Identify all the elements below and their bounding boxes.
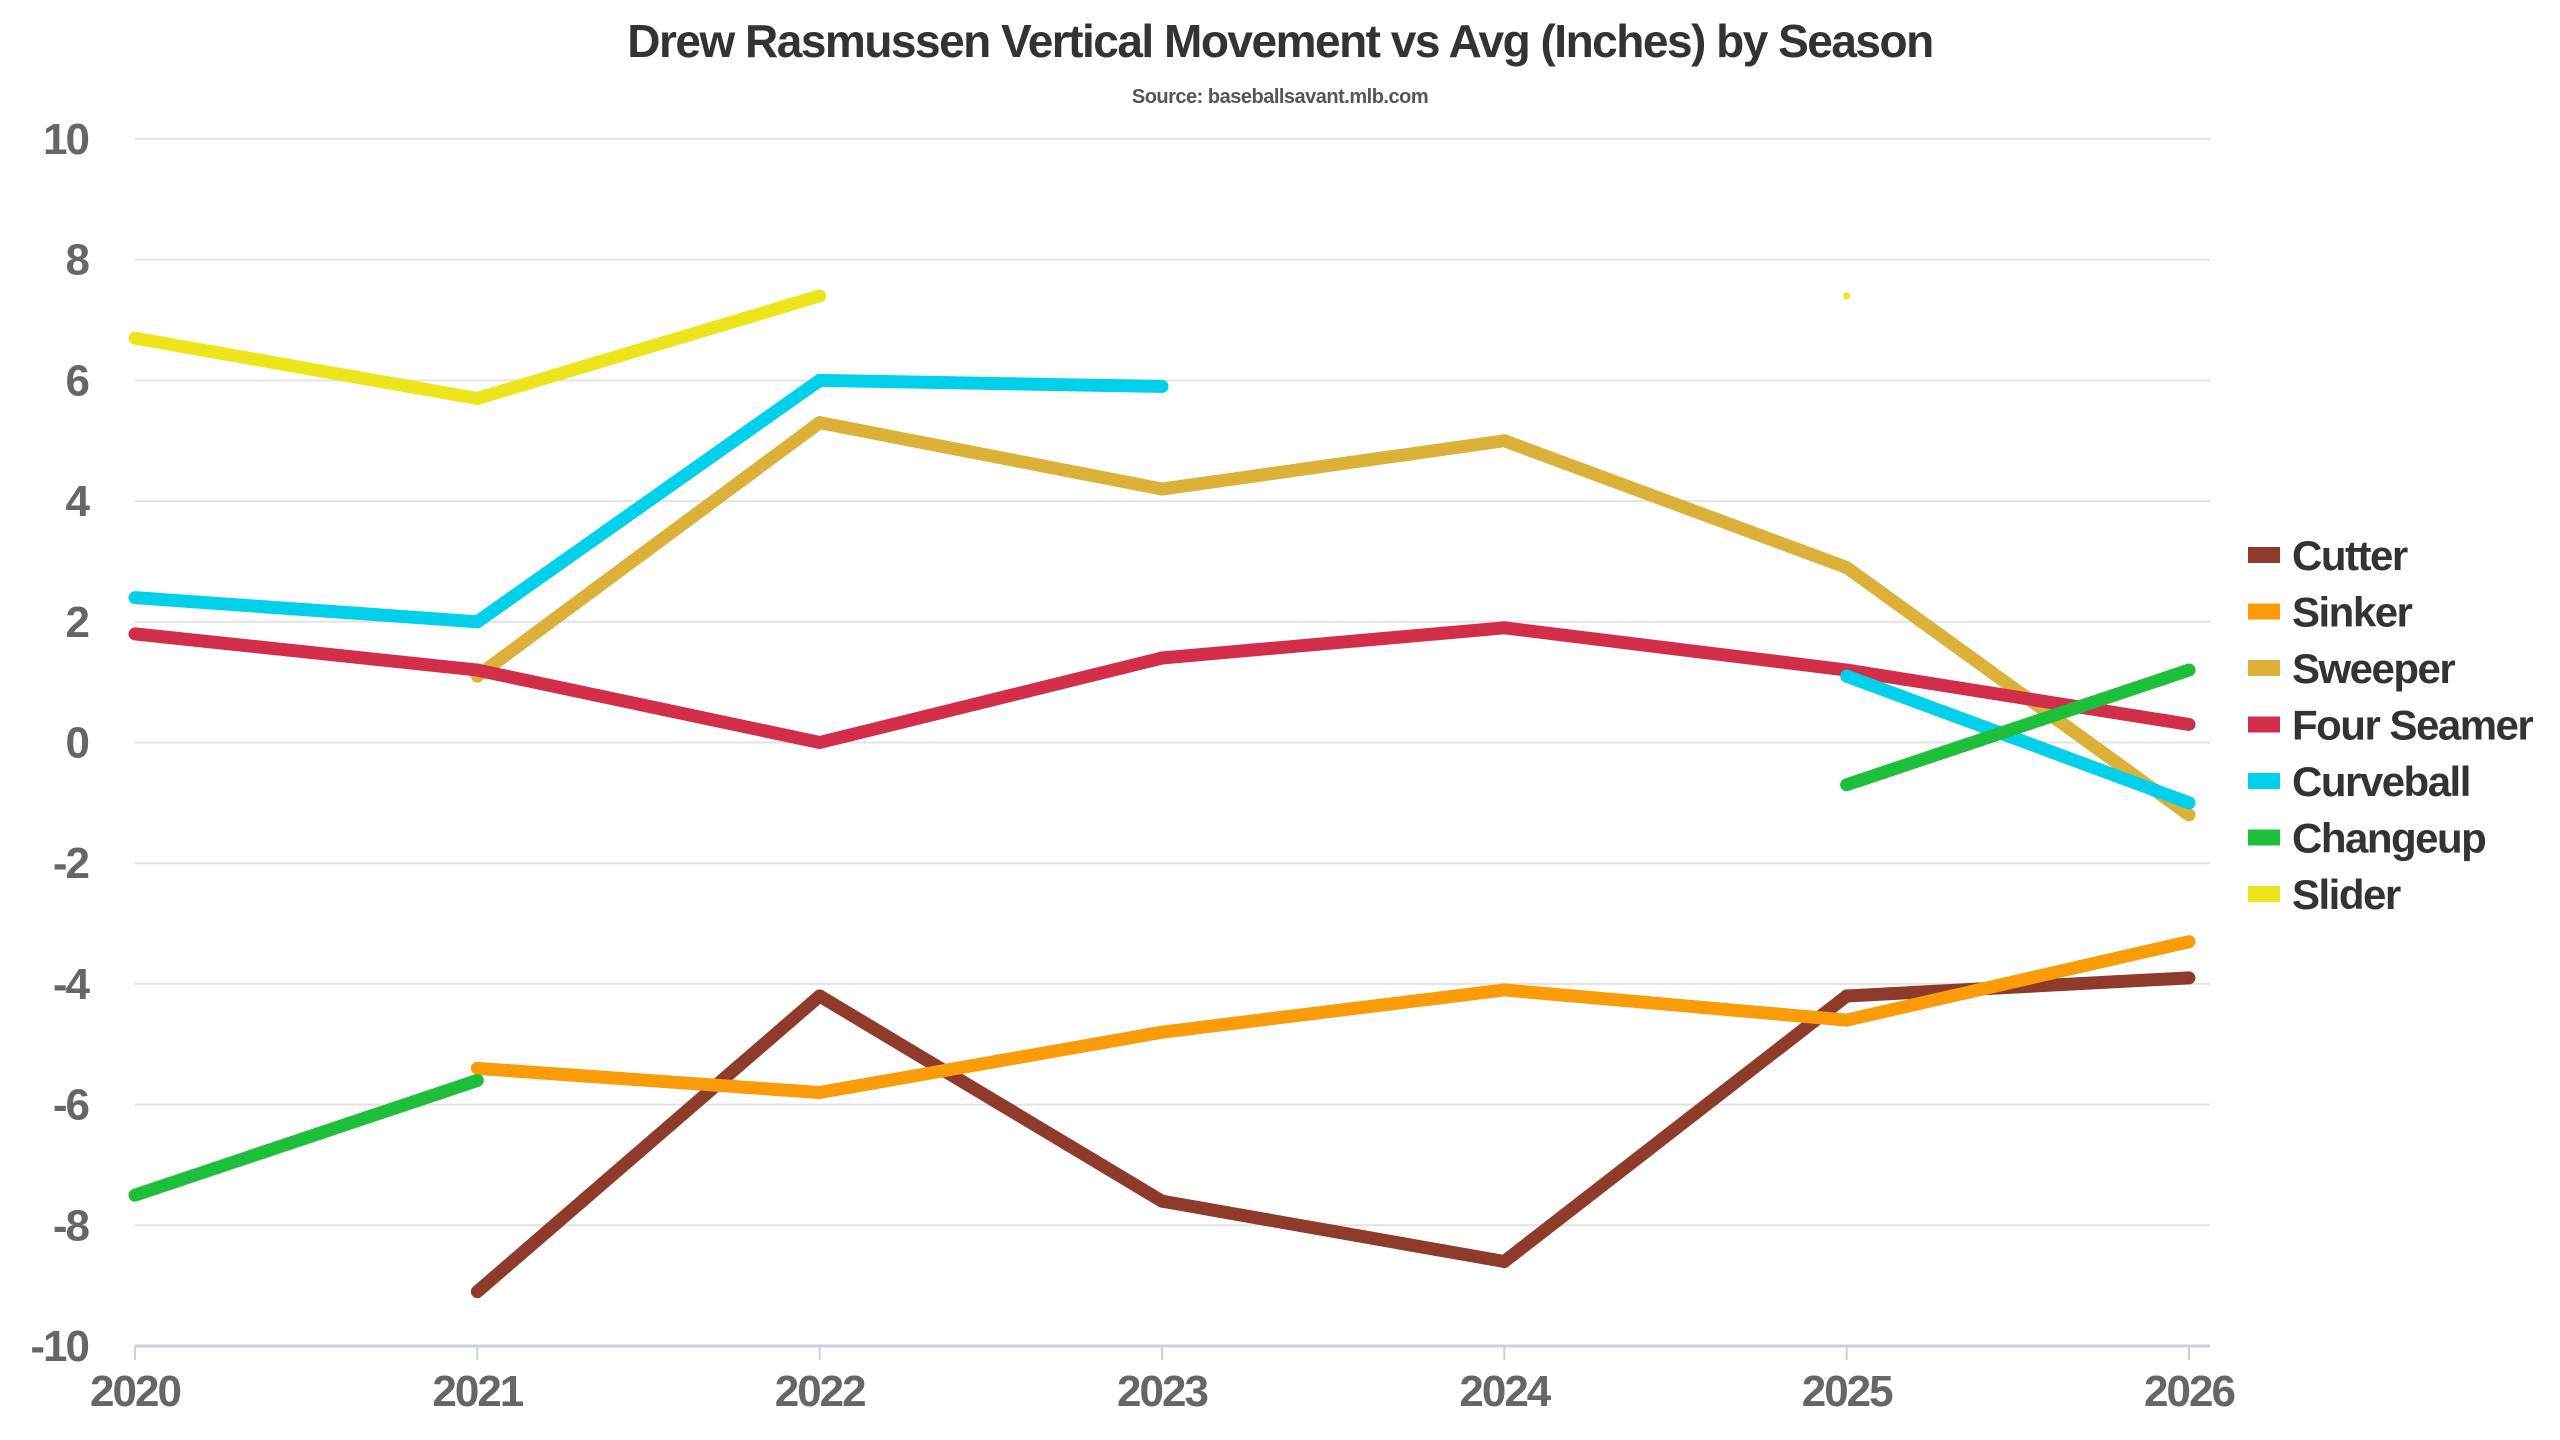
y-tick-label: -4 (53, 960, 91, 1009)
y-tick-label: 10 (43, 115, 88, 164)
y-tick-label: 6 (66, 356, 89, 405)
series-cutter-segment (813, 989, 1169, 1208)
legend-label-cutter: Cutter (2292, 532, 2408, 579)
series-sinker-segment (813, 1025, 1169, 1100)
series-sweeper-segment (1155, 434, 1511, 496)
series-sinker-segment (1155, 983, 1511, 1039)
legend-swatch-slider (2248, 886, 2280, 902)
legend-swatch-changeup (2248, 829, 2280, 846)
x-tick-label: 2021 (432, 1367, 523, 1416)
series-curveball-segment (128, 591, 484, 629)
series-curveball-segment (813, 373, 1169, 393)
legend-swatch-sinker (2248, 603, 2280, 620)
y-tick-label: 4 (66, 477, 91, 526)
x-tick-label: 2026 (2144, 1367, 2234, 1416)
legend-label-changeup: Changeup (2292, 815, 2485, 862)
chart-subtitle: Source: baseballsavant.mlb.com (1131, 86, 1429, 108)
series-four-seamer-segment (1497, 621, 1854, 677)
series-sweeper-segment (470, 416, 827, 683)
legend-swatch-sweeper (2248, 660, 2280, 676)
y-tick-label: -10 (30, 1322, 88, 1371)
legend-label-four-seamer: Four Seamer (2292, 702, 2533, 749)
legend-swatch-four-seamer (2248, 716, 2280, 733)
y-tick-label: -6 (53, 1081, 89, 1130)
y-tick-label: 8 (66, 236, 90, 285)
series-cutter-segment (1497, 989, 1854, 1269)
series-slider-point (1843, 292, 1851, 300)
legend-swatch-curveball (2248, 773, 2280, 789)
legend-label-sweeper: Sweeper (2292, 645, 2455, 692)
series-slider-segment (128, 331, 484, 406)
series-curveball-segment (470, 373, 827, 629)
series-four-seamer-segment (128, 627, 484, 677)
series-cutter-segment (1155, 1194, 1511, 1269)
x-tick-label: 2020 (90, 1367, 180, 1416)
series-sweeper-segment (1497, 434, 1854, 574)
y-tick-label: 2 (66, 598, 89, 647)
legend-label-slider: Slider (2292, 871, 2401, 918)
x-tick-label: 2025 (1802, 1367, 1893, 1416)
legend-label-sinker: Sinker (2292, 589, 2413, 636)
series-four-seamer-segment (470, 663, 827, 749)
series-sinker-segment (470, 1061, 827, 1100)
x-tick-label: 2023 (1117, 1367, 1207, 1416)
y-tick-label: -2 (53, 839, 89, 888)
series-slider-segment (470, 289, 827, 406)
y-tick-label: -8 (53, 1201, 90, 1250)
chart-title: Drew Rasmussen Vertical Movement vs Avg … (627, 15, 1934, 67)
series-sweeper-segment (813, 416, 1169, 496)
y-tick-label: 0 (66, 719, 89, 768)
series-curveball-segment (1840, 669, 2196, 810)
x-tick-label: 2022 (775, 1367, 865, 1416)
series-changeup-segment (128, 1073, 484, 1202)
series-cutter-segment (470, 989, 827, 1299)
series-four-seamer-segment (1840, 663, 2196, 731)
legend-label-curveball: Curveball (2292, 758, 2470, 805)
series-changeup-segment (1840, 663, 2196, 792)
series-sinker-segment (1497, 983, 1854, 1027)
x-tick-label: 2024 (1459, 1367, 1551, 1416)
legend-swatch-cutter (2248, 547, 2280, 563)
series-four-seamer-segment (1155, 621, 1511, 665)
series-four-seamer-segment (813, 651, 1169, 749)
series-sinker-segment (1840, 935, 2196, 1027)
